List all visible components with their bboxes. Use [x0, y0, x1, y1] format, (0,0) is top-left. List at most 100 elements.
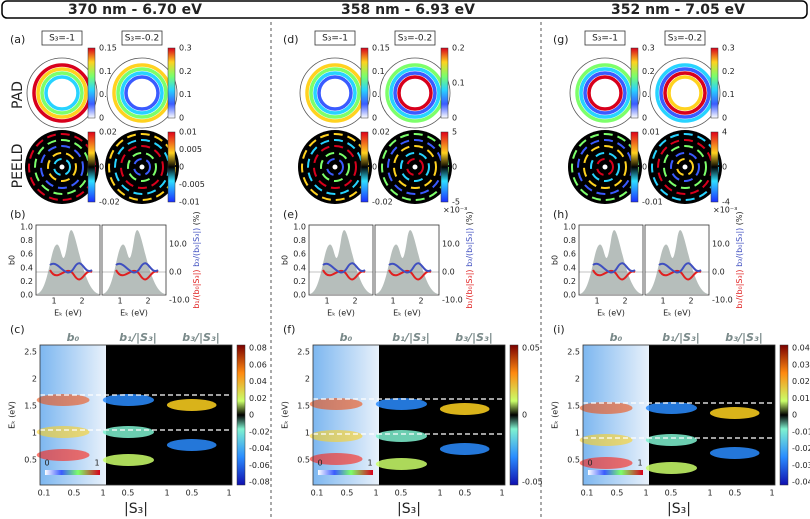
y2-axis-label-part: (%)	[465, 211, 474, 225]
column: 352 nm - 7.05 eV (g) (h) (i) S₃=-1 0.3 0.2 0.1 0…	[551, 2, 810, 517]
map-feature	[439, 403, 490, 415]
x-tick-label: 0.5	[186, 489, 199, 498]
y-axis-label: b0	[281, 255, 290, 265]
peeld-ring	[393, 145, 437, 189]
colorbar-tick-label: 0.08	[249, 344, 267, 353]
y2-tick-label: 0.0	[712, 268, 725, 277]
x-tick-label: 2	[622, 297, 627, 306]
colorbar-tick-label: 5	[452, 128, 457, 137]
map-feature	[36, 449, 90, 461]
colorbar-tick-label: 0.1	[372, 67, 385, 76]
colorbar	[87, 131, 96, 203]
colorbar-tick-label: 0.01	[179, 128, 197, 137]
b1-curve	[658, 269, 702, 281]
lineout-frame	[644, 224, 710, 296]
peeld-ring	[53, 158, 71, 176]
y2-tick-label: 0.0	[442, 268, 455, 277]
colorbar-tick-label: 0.2	[642, 67, 655, 76]
pad-ring	[659, 67, 711, 119]
b3-curve	[322, 262, 366, 274]
y2-tick-label: 10.0	[169, 240, 187, 249]
colorbar-tick-label: 0.1	[99, 67, 112, 76]
map-feature	[36, 426, 90, 438]
map-title: b₀	[67, 331, 80, 344]
peeld-ring	[583, 145, 627, 189]
x-axis-label: Eₖ (eV)	[54, 309, 82, 318]
peeld-ring	[663, 145, 707, 189]
inset-tick-label: 0	[317, 459, 322, 468]
colorbar-tick-label: -0.04	[792, 478, 810, 487]
map-feature	[645, 462, 697, 474]
x-tick-label: 1	[117, 297, 122, 306]
peeld-center	[332, 164, 338, 170]
peeld-ring	[400, 152, 430, 182]
colorbar-tick-label: 0	[722, 114, 727, 123]
inset-colorbar	[45, 470, 100, 475]
x-tick-label: 1	[643, 489, 648, 498]
y-tick-label: 2.5	[24, 348, 37, 357]
y-tick-label: 1.0	[20, 223, 33, 232]
map-b1	[649, 345, 713, 485]
x-tick-label: 1	[226, 489, 231, 498]
y-tick-label: 0.6	[293, 250, 306, 259]
y2-axis-label-part: b₁/(b₀|S₃|)	[735, 269, 744, 308]
x-tick-label: 1	[373, 489, 378, 498]
colorbar-tick-label: 0	[452, 163, 457, 172]
colorbar-exponent: ×10⁻³	[713, 206, 737, 215]
colorbar-tick-label: -0.01	[179, 198, 200, 207]
panel-label: (g)	[553, 33, 569, 46]
colorbar-tick-label: 0	[642, 163, 647, 172]
inset-tick-label: 1	[94, 459, 99, 468]
colorbar-tick-label: 0.04	[792, 344, 810, 353]
x-tick-label: 2	[352, 297, 357, 306]
y2-tick-label: 10.0	[712, 240, 730, 249]
y2-tick-label: 0.0	[169, 268, 182, 277]
pad-ring	[583, 71, 627, 115]
map-title: b₃/|S₃|	[455, 331, 493, 344]
map-title: b₀	[610, 331, 623, 344]
tag-box	[314, 30, 356, 46]
colorbar-tick-label: 0.15	[372, 44, 390, 53]
row-label: PAD	[10, 81, 26, 109]
y-tick-label: 0.4	[563, 263, 576, 272]
y-tick-label: 0.6	[20, 250, 33, 259]
x-tick-label: 1	[594, 297, 599, 306]
colorbar-tick-label: -0.02	[372, 198, 393, 207]
b3-curve	[115, 262, 159, 274]
colorbar-tick-label: 0	[99, 114, 104, 123]
lineout-area	[36, 230, 100, 294]
y-tick-label: 1	[575, 429, 580, 438]
y-tick-label: 2	[305, 375, 310, 384]
colorbar-tick-label: -5	[452, 198, 460, 207]
column: 358 nm - 6.93 eV(d)(e)(f)S₃=-10.150.10.0…	[281, 2, 543, 517]
map-feature	[375, 398, 427, 410]
peeld-ring	[670, 152, 700, 182]
pad-ring	[309, 67, 361, 119]
colorbar-tick-label: -0.03	[792, 461, 810, 470]
panel-label: (f)	[283, 323, 295, 336]
peeld-ring	[133, 158, 151, 176]
pad-ring	[663, 71, 707, 115]
y-axis-label: Eₖ (eV)	[551, 401, 560, 429]
b3-curve	[592, 262, 636, 274]
x-tick-label: 2	[418, 297, 423, 306]
colorbar-tick-label: 0.02	[792, 377, 810, 386]
y2-tick-label: -10.0	[712, 296, 733, 305]
pad-ring	[389, 67, 441, 119]
panel-label: (d)	[283, 33, 299, 46]
map-feature	[579, 457, 633, 469]
colorbar	[630, 47, 639, 119]
map-b3	[443, 345, 505, 485]
y2-axis-label-part: b₁/(b₀|S₃|)	[465, 269, 474, 308]
map-feature	[102, 426, 154, 438]
peeld-ring	[406, 158, 424, 176]
x-tick-label: 1	[707, 489, 712, 498]
panel-label: (i)	[553, 323, 565, 336]
x-tick-label: 0.5	[122, 489, 135, 498]
map-feature	[439, 443, 490, 455]
x-tick-label: 1	[164, 489, 169, 498]
y-tick-label: 0.8	[20, 236, 33, 245]
colorbar-tick-label: 0.3	[722, 44, 735, 53]
